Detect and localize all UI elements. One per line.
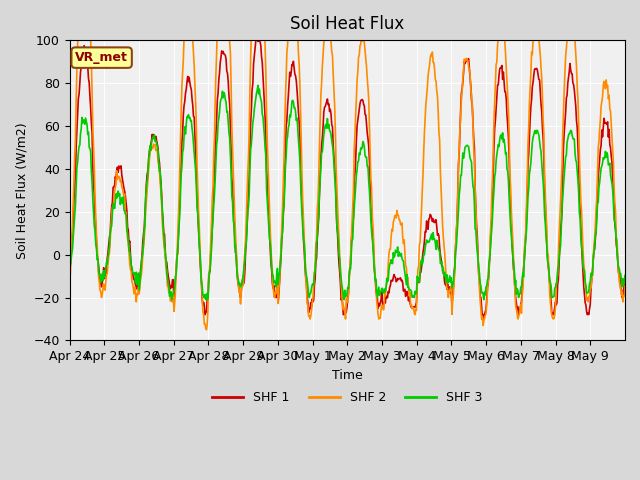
SHF 1 [621, 282, 629, 288]
SHF 2 [66, 276, 74, 281]
SHF 2 [203, 327, 211, 333]
SHF 1 [253, 31, 261, 36]
SHF 2 [234, 275, 241, 280]
SHF 3 [168, 297, 175, 302]
SHF 2 [283, 49, 291, 55]
Title: Soil Heat Flux: Soil Heat Flux [290, 15, 404, 33]
SHF 1 [282, 124, 290, 130]
SHF 1 [261, 116, 269, 121]
SHF 2 [262, 71, 269, 77]
SHF 1 [405, 294, 413, 300]
X-axis label: Time: Time [332, 369, 363, 382]
Y-axis label: Soil Heat Flux (W/m2): Soil Heat Flux (W/m2) [15, 122, 28, 259]
SHF 1 [66, 267, 74, 273]
SHF 2 [131, 284, 139, 290]
SHF 3 [66, 267, 74, 273]
Line: SHF 1: SHF 1 [70, 34, 625, 319]
SHF 1 [436, 252, 444, 257]
SHF 3 [406, 287, 414, 293]
SHF 1 [131, 279, 139, 285]
Text: VR_met: VR_met [76, 51, 128, 64]
SHF 2 [437, 186, 445, 192]
SHF 2 [406, 289, 414, 295]
Line: SHF 3: SHF 3 [70, 85, 625, 300]
Line: SHF 2: SHF 2 [70, 0, 625, 330]
SHF 3 [283, 138, 291, 144]
SHF 1 [480, 316, 488, 322]
SHF 3 [254, 83, 262, 88]
SHF 3 [621, 273, 629, 278]
SHF 3 [131, 270, 139, 276]
SHF 2 [621, 283, 629, 289]
SHF 1 [233, 268, 241, 274]
Legend: SHF 1, SHF 2, SHF 3: SHF 1, SHF 2, SHF 3 [207, 386, 488, 409]
SHF 3 [437, 260, 445, 266]
SHF 3 [234, 275, 241, 280]
SHF 3 [262, 153, 269, 159]
